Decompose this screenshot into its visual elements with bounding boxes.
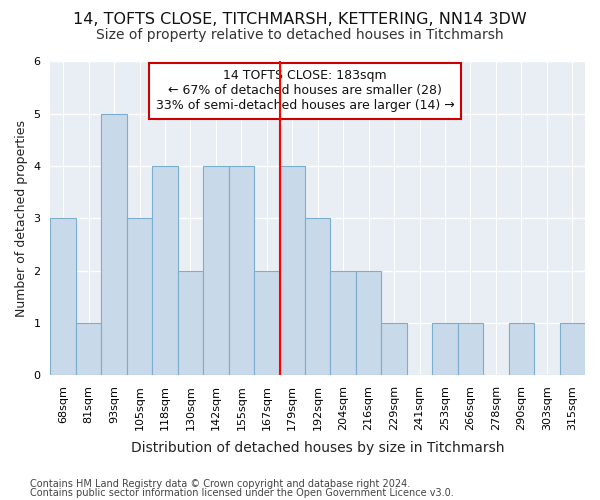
Bar	[229, 166, 254, 375]
X-axis label: Distribution of detached houses by size in Titchmarsh: Distribution of detached houses by size …	[131, 441, 505, 455]
Bar	[203, 166, 229, 375]
Bar	[382, 323, 407, 375]
Bar	[101, 114, 127, 375]
Bar	[356, 270, 382, 375]
Text: 14 TOFTS CLOSE: 183sqm
← 67% of detached houses are smaller (28)
33% of semi-det: 14 TOFTS CLOSE: 183sqm ← 67% of detached…	[155, 70, 454, 112]
Bar	[254, 270, 280, 375]
Bar	[305, 218, 331, 375]
Bar	[280, 166, 305, 375]
Bar	[127, 218, 152, 375]
Bar	[178, 270, 203, 375]
Y-axis label: Number of detached properties: Number of detached properties	[15, 120, 28, 317]
Text: Contains HM Land Registry data © Crown copyright and database right 2024.: Contains HM Land Registry data © Crown c…	[30, 479, 410, 489]
Bar	[458, 323, 483, 375]
Bar	[331, 270, 356, 375]
Bar	[560, 323, 585, 375]
Bar	[152, 166, 178, 375]
Bar	[50, 218, 76, 375]
Text: Contains public sector information licensed under the Open Government Licence v3: Contains public sector information licen…	[30, 488, 454, 498]
Bar	[509, 323, 534, 375]
Bar	[76, 323, 101, 375]
Bar	[432, 323, 458, 375]
Text: Size of property relative to detached houses in Titchmarsh: Size of property relative to detached ho…	[96, 28, 504, 42]
Text: 14, TOFTS CLOSE, TITCHMARSH, KETTERING, NN14 3DW: 14, TOFTS CLOSE, TITCHMARSH, KETTERING, …	[73, 12, 527, 28]
